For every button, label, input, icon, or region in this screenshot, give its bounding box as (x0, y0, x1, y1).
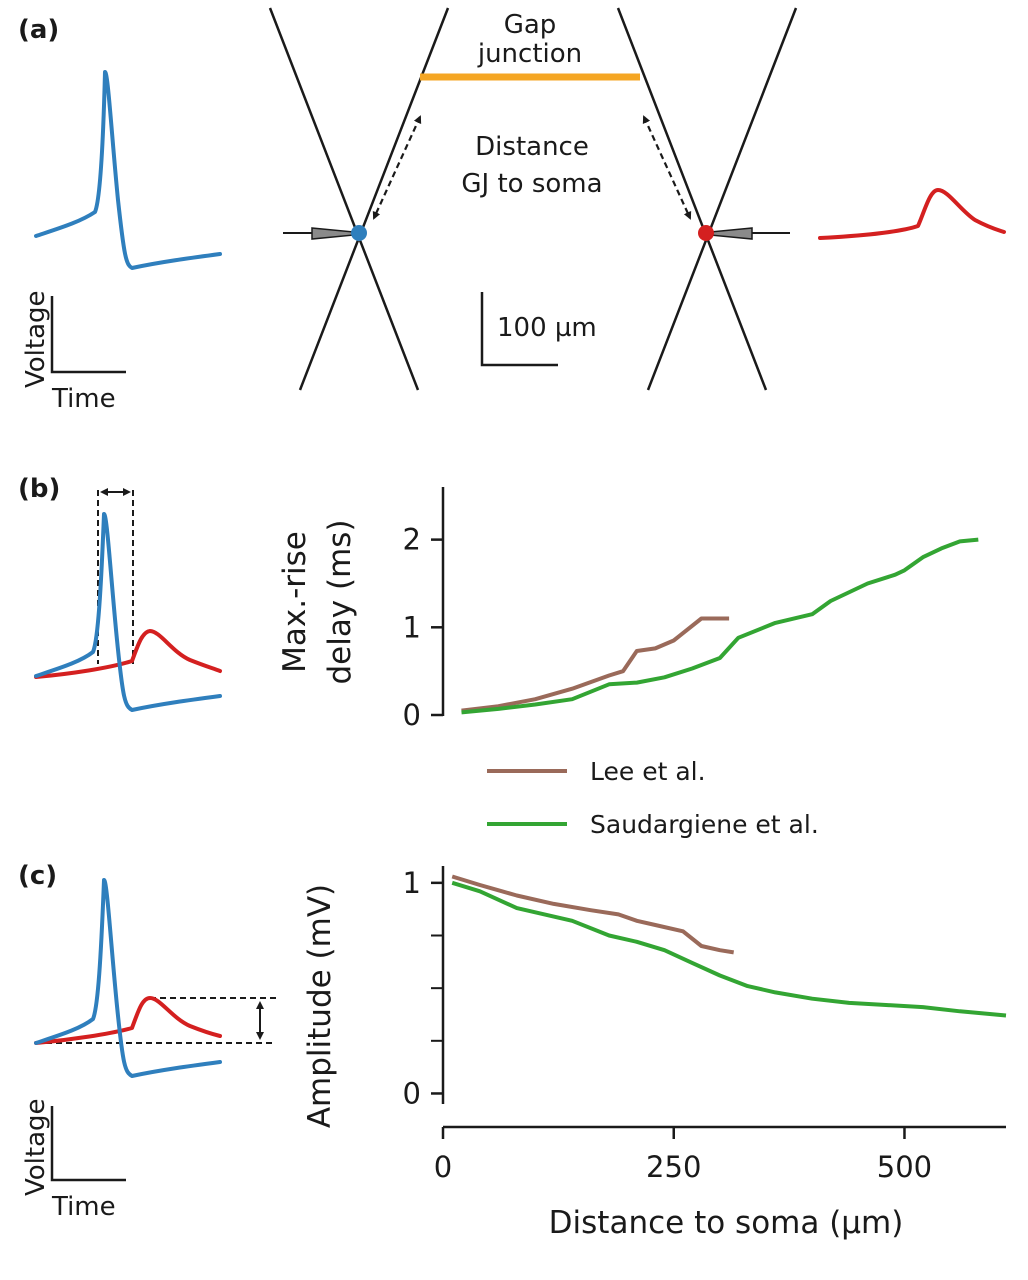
legend-label-1: Saudargiene et al. (590, 810, 819, 839)
chart-b-ylabel-line2: delay (ms) (322, 519, 358, 684)
gap-junction-label-line1: Gap (504, 10, 557, 40)
series-line-saudargiene-et-al-0 (461, 537, 979, 715)
right-electrode-icon (709, 227, 753, 240)
left-cell-dendrite-1 (268, 7, 420, 391)
distance-label-line2: GJ to soma (461, 169, 602, 199)
series-line-lee-et-al-1 (451, 874, 735, 955)
y-tick-label-0-0: 0 (403, 698, 421, 732)
chart-max-rise-delay: Max.-rise delay (ms) 0 1 2 (277, 487, 979, 732)
x-tick-label-1-1: 250 (646, 1150, 701, 1184)
chart-amplitude: Amplitude (mV) Distance to soma (µm) 0 1 0… (302, 866, 1007, 1241)
right-soma (698, 225, 714, 241)
left-soma (351, 225, 367, 241)
chart-b-ylabel-line1: Max.-rise (277, 531, 313, 673)
chart-c-ylabel: Amplitude (mV) (302, 884, 338, 1128)
panel-b-label: (b) (18, 474, 60, 504)
panel-c-time-label: Time (51, 1192, 116, 1222)
panel-a-voltage-label: Voltage (21, 290, 51, 388)
left-electrode-icon (311, 227, 355, 240)
panel-b: (b) (18, 474, 222, 712)
y-tick-label-1-0: 0 (403, 1076, 421, 1110)
panel-a-red-response (818, 188, 1006, 240)
panel-a: (a) Gap junction Distance GJ to soma 100… (18, 7, 1006, 414)
scale-bar-100um (480, 292, 558, 367)
scale-bar-label: 100 µm (497, 313, 597, 343)
distance-label-line1: Distance (475, 132, 589, 162)
right-cell-dendrite-2 (646, 7, 798, 391)
panel-c-red-response (34, 996, 222, 1045)
left-cell-dendrite-2 (298, 7, 450, 391)
right-cell-dendrite-1 (616, 7, 768, 391)
panel-c-voltage-time-scale (50, 1106, 126, 1182)
series-line-saudargiene-et-al-1 (451, 880, 1007, 1018)
panel-a-label: (a) (18, 15, 59, 45)
y-tick-label-0-2: 2 (403, 523, 421, 557)
x-tick-label-1-0: 0 (434, 1150, 452, 1184)
y-tick-label-0-1: 1 (403, 610, 421, 644)
x-tick-label-1-2: 500 (877, 1150, 932, 1184)
gap-junction-label-line2: junction (477, 39, 582, 69)
legend-label-0: Lee et al. (590, 757, 706, 786)
legend: Lee et al. Saudargiene et al. (487, 757, 819, 839)
chart-c-xlabel: Distance to soma (µm) (549, 1205, 904, 1241)
y-tick-label-1-1: 1 (403, 866, 421, 900)
panel-a-voltage-time-scale (50, 296, 126, 374)
panel-c-blue-spike (34, 878, 222, 1078)
panel-a-blue-spike (34, 70, 222, 270)
panel-c: (c) Voltage Time (18, 861, 276, 1222)
panel-a-time-label: Time (51, 384, 116, 414)
panel-c-voltage-label: Voltage (21, 1098, 51, 1196)
panel-b-red-response (34, 629, 222, 679)
panel-b-blue-spike (34, 512, 222, 712)
series-line-lee-et-al-0 (461, 616, 730, 713)
distance-arrow-left (372, 115, 422, 220)
panel-c-label: (c) (18, 861, 57, 891)
distance-arrow-right (642, 115, 692, 220)
